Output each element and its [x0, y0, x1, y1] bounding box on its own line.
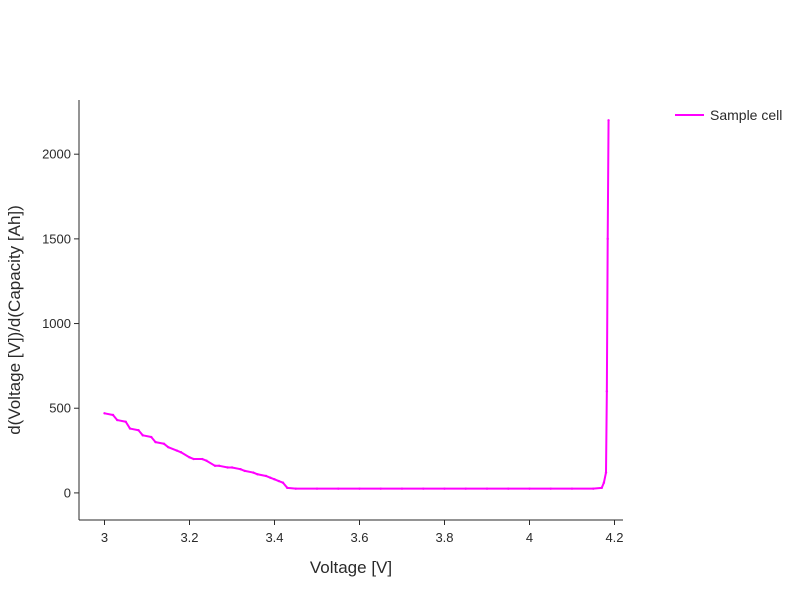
x-tick-label: 3.4 [265, 530, 283, 545]
data-point [606, 237, 609, 241]
data-point [226, 466, 229, 469]
data-point [218, 464, 221, 468]
data-point [239, 467, 242, 471]
x-tick-label: 3.8 [435, 530, 453, 545]
data-point [286, 486, 289, 490]
plot-area [103, 119, 610, 490]
y-ticks: 0 500 1000 1500 2000 [42, 147, 79, 500]
data-point [607, 119, 610, 122]
y-tick-label: 2000 [42, 147, 71, 162]
data-point [213, 464, 217, 468]
y-axis-title: d(Voltage [V])/d(Capacity [Ah]) [5, 205, 24, 435]
data-point [600, 486, 603, 490]
data-point [400, 487, 404, 490]
data-point [167, 445, 170, 449]
data-point [162, 442, 166, 445]
data-point [111, 413, 115, 417]
data-point [485, 487, 489, 490]
x-axis-title: Voltage [V] [310, 558, 392, 577]
data-point [141, 434, 144, 437]
data-point [464, 487, 467, 490]
data-point [422, 487, 425, 490]
data-point [281, 481, 285, 484]
data-point [175, 449, 178, 452]
data-point [243, 469, 246, 473]
data-point [124, 420, 127, 423]
data-point [264, 474, 268, 478]
x-tick-label: 3 [101, 530, 108, 545]
data-point [604, 471, 608, 474]
data-point [205, 459, 208, 462]
x-tick-label: 3.6 [350, 530, 368, 545]
data-point [605, 390, 609, 393]
legend[interactable]: Sample cell [675, 107, 782, 123]
data-point [549, 487, 552, 490]
data-point [602, 481, 606, 484]
data-point [277, 479, 280, 483]
data-point [192, 457, 195, 461]
data-point [128, 427, 132, 430]
y-tick-label: 1000 [42, 316, 71, 331]
data-point [230, 466, 234, 469]
x-tick-label: 3.2 [180, 530, 198, 545]
x-tick-label: 4.2 [605, 530, 623, 545]
data-point [201, 457, 204, 461]
data-point [150, 435, 153, 439]
y-tick-label: 500 [49, 401, 71, 416]
data-point [188, 456, 191, 459]
data-point [116, 418, 119, 422]
x-ticks: 3 3.2 3.4 3.6 3.8 4 4.2 [101, 520, 624, 545]
series-layer [103, 119, 610, 490]
data-point [337, 487, 340, 490]
data-point [379, 487, 382, 490]
data-point [528, 487, 531, 490]
y-tick-label: 0 [64, 485, 71, 500]
data-point [315, 487, 319, 490]
data-point [507, 487, 510, 490]
x-tick-label: 4 [526, 530, 533, 545]
data-point [570, 487, 574, 490]
data-point [103, 412, 106, 415]
series-line-sample-cell [104, 120, 610, 490]
data-point [592, 487, 595, 490]
data-point [294, 487, 297, 490]
data-point [179, 451, 183, 454]
data-point [269, 476, 272, 479]
data-point [256, 473, 259, 476]
data-point [443, 487, 446, 490]
data-point [137, 429, 140, 432]
y-tick-label: 1500 [42, 231, 71, 246]
data-point [273, 478, 276, 481]
data-point [154, 440, 157, 444]
legend-label-sample-cell: Sample cell [710, 107, 782, 123]
data-point [358, 487, 361, 490]
data-point [252, 471, 255, 474]
